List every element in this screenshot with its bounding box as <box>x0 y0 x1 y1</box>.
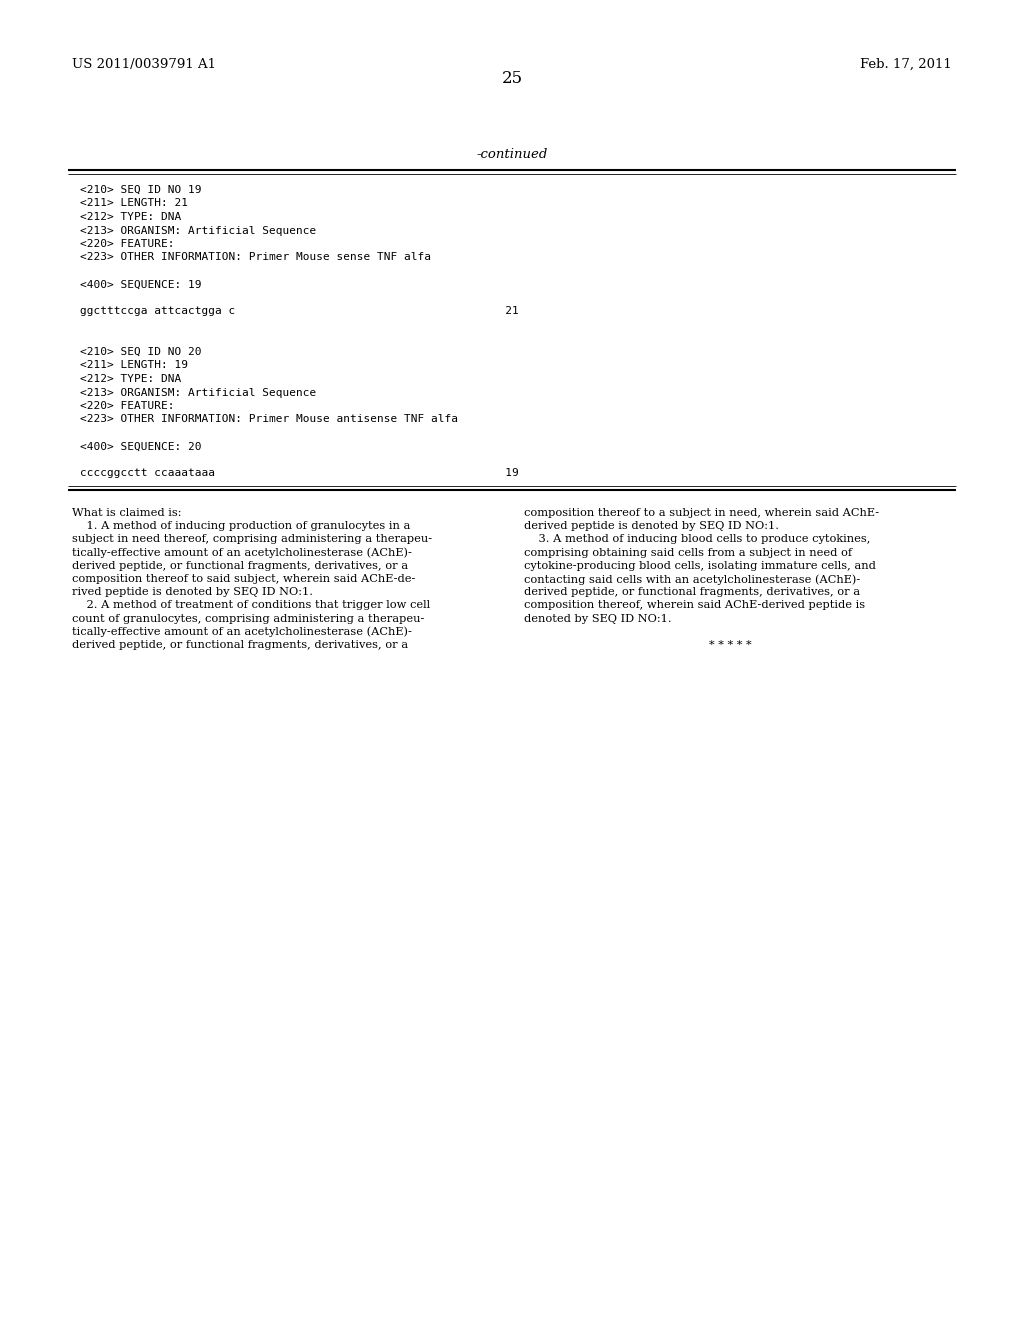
Text: derived peptide, or functional fragments, derivatives, or a: derived peptide, or functional fragments… <box>524 587 860 597</box>
Text: <220> FEATURE:: <220> FEATURE: <box>80 401 174 411</box>
Text: count of granulocytes, comprising administering a therapeu-: count of granulocytes, comprising admini… <box>72 614 424 623</box>
Text: -continued: -continued <box>476 148 548 161</box>
Text: tically-effective amount of an acetylcholinesterase (AChE)-: tically-effective amount of an acetylcho… <box>72 627 412 638</box>
Text: composition thereof, wherein said AChE-derived peptide is: composition thereof, wherein said AChE-d… <box>524 601 865 610</box>
Text: <212> TYPE: DNA: <212> TYPE: DNA <box>80 213 181 222</box>
Text: derived peptide is denoted by SEQ ID NO:1.: derived peptide is denoted by SEQ ID NO:… <box>524 521 779 531</box>
Text: 3. A method of inducing blood cells to produce cytokines,: 3. A method of inducing blood cells to p… <box>524 535 870 544</box>
Text: <400> SEQUENCE: 20: <400> SEQUENCE: 20 <box>80 441 202 451</box>
Text: subject in need thereof, comprising administering a therapeu-: subject in need thereof, comprising admi… <box>72 535 432 544</box>
Text: rived peptide is denoted by SEQ ID NO:1.: rived peptide is denoted by SEQ ID NO:1. <box>72 587 313 597</box>
Text: composition thereof to a subject in need, wherein said AChE-: composition thereof to a subject in need… <box>524 508 880 517</box>
Text: <223> OTHER INFORMATION: Primer Mouse sense TNF alfa: <223> OTHER INFORMATION: Primer Mouse se… <box>80 252 431 263</box>
Text: derived peptide, or functional fragments, derivatives, or a: derived peptide, or functional fragments… <box>72 640 409 649</box>
Text: composition thereof to said subject, wherein said AChE-de-: composition thereof to said subject, whe… <box>72 574 416 583</box>
Text: Feb. 17, 2011: Feb. 17, 2011 <box>860 58 952 71</box>
Text: tically-effective amount of an acetylcholinesterase (AChE)-: tically-effective amount of an acetylcho… <box>72 548 412 558</box>
Text: contacting said cells with an acetylcholinesterase (AChE)-: contacting said cells with an acetylchol… <box>524 574 860 585</box>
Text: ccccggcctt ccaaataaa                                           19: ccccggcctt ccaaataaa 19 <box>80 469 519 479</box>
Text: 25: 25 <box>502 70 522 87</box>
Text: comprising obtaining said cells from a subject in need of: comprising obtaining said cells from a s… <box>524 548 852 557</box>
Text: <210> SEQ ID NO 20: <210> SEQ ID NO 20 <box>80 347 202 356</box>
Text: <211> LENGTH: 19: <211> LENGTH: 19 <box>80 360 188 371</box>
Text: <223> OTHER INFORMATION: Primer Mouse antisense TNF alfa: <223> OTHER INFORMATION: Primer Mouse an… <box>80 414 458 425</box>
Text: 1. A method of inducing production of granulocytes in a: 1. A method of inducing production of gr… <box>72 521 411 531</box>
Text: derived peptide, or functional fragments, derivatives, or a: derived peptide, or functional fragments… <box>72 561 409 570</box>
Text: denoted by SEQ ID NO:1.: denoted by SEQ ID NO:1. <box>524 614 672 623</box>
Text: cytokine-producing blood cells, isolating immature cells, and: cytokine-producing blood cells, isolatin… <box>524 561 876 570</box>
Text: <213> ORGANISM: Artificial Sequence: <213> ORGANISM: Artificial Sequence <box>80 226 316 235</box>
Text: <210> SEQ ID NO 19: <210> SEQ ID NO 19 <box>80 185 202 195</box>
Text: 2. A method of treatment of conditions that trigger low cell: 2. A method of treatment of conditions t… <box>72 601 430 610</box>
Text: <213> ORGANISM: Artificial Sequence: <213> ORGANISM: Artificial Sequence <box>80 388 316 397</box>
Text: <211> LENGTH: 21: <211> LENGTH: 21 <box>80 198 188 209</box>
Text: <220> FEATURE:: <220> FEATURE: <box>80 239 174 249</box>
Text: * * * * *: * * * * * <box>709 640 752 649</box>
Text: ggctttccga attcactgga c                                        21: ggctttccga attcactgga c 21 <box>80 306 519 317</box>
Text: What is claimed is:: What is claimed is: <box>72 508 181 517</box>
Text: <212> TYPE: DNA: <212> TYPE: DNA <box>80 374 181 384</box>
Text: <400> SEQUENCE: 19: <400> SEQUENCE: 19 <box>80 280 202 289</box>
Text: US 2011/0039791 A1: US 2011/0039791 A1 <box>72 58 216 71</box>
